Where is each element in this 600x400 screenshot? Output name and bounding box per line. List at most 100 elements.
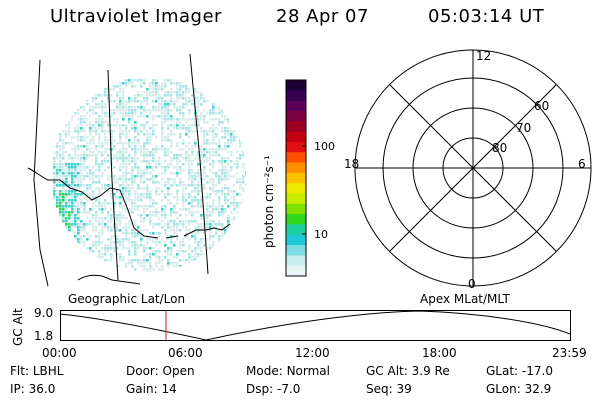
image-pixel: [209, 220, 212, 223]
image-pixel: [221, 169, 224, 172]
image-pixel: [224, 145, 227, 148]
image-pixel: [191, 259, 194, 262]
image-pixel: [107, 250, 110, 253]
image-pixel: [110, 220, 113, 223]
image-pixel: [155, 88, 158, 91]
gcalt-label: GC Alt:: [366, 364, 408, 378]
image-pixel: [182, 142, 185, 145]
image-pixel: [230, 160, 233, 163]
image-pixel: [191, 172, 194, 175]
image-pixel: [224, 235, 227, 238]
image-pixel: [164, 241, 167, 244]
image-pixel: [59, 175, 62, 178]
image-pixel: [68, 205, 71, 208]
image-pixel: [116, 229, 119, 232]
image-pixel: [125, 235, 128, 238]
image-pixel: [227, 130, 230, 133]
image-pixel: [77, 232, 80, 235]
image-pixel: [62, 148, 65, 151]
image-pixel: [170, 97, 173, 100]
image-pixel: [191, 199, 194, 202]
image-pixel: [116, 154, 119, 157]
image-pixel: [131, 115, 134, 118]
image-pixel: [104, 205, 107, 208]
image-pixel: [101, 118, 104, 121]
image-pixel: [116, 109, 119, 112]
image-pixel: [227, 151, 230, 154]
image-pixel: [77, 112, 80, 115]
image-pixel: [233, 130, 236, 133]
image-pixel: [155, 181, 158, 184]
image-pixel: [245, 184, 246, 187]
image-pixel: [146, 187, 149, 190]
image-pixel: [140, 235, 143, 238]
image-pixel: [119, 127, 122, 130]
image-pixel: [149, 94, 152, 97]
image-pixel: [116, 253, 119, 256]
image-pixel: [125, 157, 128, 160]
image-pixel: [131, 244, 134, 247]
image-pixel: [149, 253, 152, 256]
image-pixel: [182, 184, 185, 187]
image-pixel: [122, 241, 125, 244]
image-pixel: [77, 193, 80, 196]
image-pixel: [98, 127, 101, 130]
image-pixel: [107, 148, 110, 151]
image-pixel: [209, 244, 212, 247]
image-pixel: [134, 79, 137, 82]
image-pixel: [110, 235, 113, 238]
image-pixel: [134, 229, 137, 232]
image-pixel: [113, 166, 116, 169]
status-gain: Gain: 14: [126, 382, 177, 396]
image-pixel: [206, 181, 209, 184]
image-pixel: [212, 124, 215, 127]
image-pixel: [221, 214, 224, 217]
image-pixel: [98, 103, 101, 106]
image-pixel: [110, 193, 113, 196]
image-pixel: [92, 193, 95, 196]
image-pixel: [71, 199, 74, 202]
image-pixel: [224, 175, 227, 178]
image-pixel: [149, 136, 152, 139]
image-pixel: [155, 262, 158, 265]
image-pixel: [107, 154, 110, 157]
image-pixel: [68, 229, 71, 232]
image-pixel: [101, 256, 104, 259]
image-pixel: [212, 187, 215, 190]
image-pixel: [233, 184, 236, 187]
image-pixel: [92, 124, 95, 127]
image-pixel: [104, 217, 107, 220]
image-pixel: [98, 244, 101, 247]
image-pixel: [182, 208, 185, 211]
image-pixel: [164, 139, 167, 142]
image-pixel: [128, 193, 131, 196]
image-pixel: [173, 154, 176, 157]
image-pixel: [74, 130, 77, 133]
image-pixel: [221, 193, 224, 196]
image-pixel: [140, 169, 143, 172]
image-pixel: [92, 241, 95, 244]
image-pixel: [194, 184, 197, 187]
image-pixel: [134, 235, 137, 238]
image-pixel: [68, 184, 71, 187]
image-pixel: [122, 130, 125, 133]
image-pixel: [170, 124, 173, 127]
image-pixel: [95, 160, 98, 163]
image-pixel: [86, 124, 89, 127]
image-pixel: [200, 223, 203, 226]
image-pixel: [179, 259, 182, 262]
image-pixel: [191, 220, 194, 223]
image-pixel: [170, 202, 173, 205]
image-pixel: [113, 178, 116, 181]
image-pixel: [155, 166, 158, 169]
image-pixel: [119, 85, 122, 88]
image-pixel: [233, 199, 236, 202]
image-pixel: [71, 193, 74, 196]
image-pixel: [143, 211, 146, 214]
image-pixel: [71, 178, 74, 181]
image-pixel: [125, 175, 128, 178]
image-pixel: [209, 223, 212, 226]
image-pixel: [119, 244, 122, 247]
image-pixel: [107, 115, 110, 118]
image-pixel: [236, 178, 239, 181]
